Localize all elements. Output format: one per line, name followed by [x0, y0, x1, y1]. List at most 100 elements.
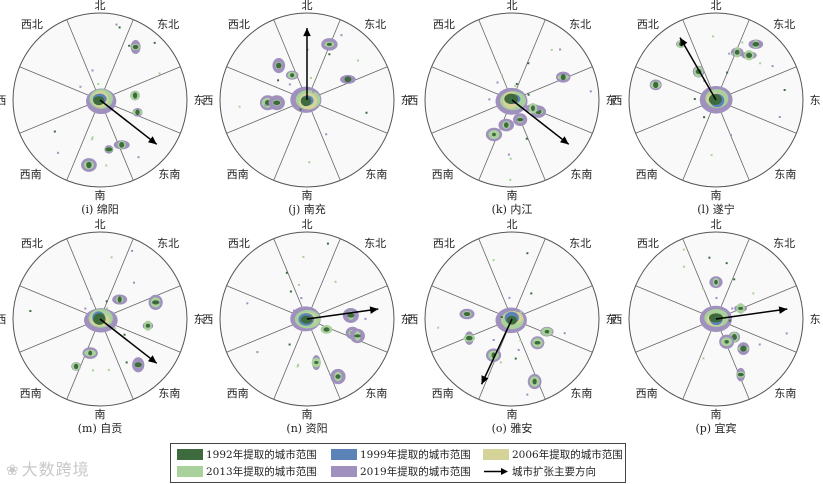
- direction-label-se: 东南: [365, 387, 388, 401]
- direction-label-s: 南: [301, 407, 313, 421]
- urban-speck: [507, 153, 510, 156]
- sector-line: [306, 318, 341, 400]
- panel-caption: (l) 遂宁: [697, 203, 735, 216]
- sector-line: [715, 238, 750, 320]
- urban-patch: [724, 339, 729, 344]
- urban-speck: [530, 292, 533, 295]
- urban-speck: [729, 134, 732, 137]
- direction-label-s: 南: [710, 188, 722, 202]
- urban-speck: [297, 363, 300, 366]
- expansion-arrow-head: [680, 37, 688, 47]
- sector-line: [682, 318, 717, 400]
- urban-speck: [158, 72, 161, 75]
- direction-label-sw: 西南: [431, 387, 454, 401]
- urban-patch: [734, 49, 740, 55]
- direction-label-nw: 西北: [432, 18, 455, 32]
- sector-line: [273, 19, 308, 101]
- expansion-arrow-head: [481, 375, 489, 385]
- urban-speck: [105, 164, 108, 167]
- sector-line: [715, 19, 750, 101]
- urban-patch: [314, 361, 319, 365]
- direction-label-ne: 东北: [364, 18, 387, 32]
- urban-patch: [145, 323, 151, 328]
- sector-line: [273, 318, 308, 400]
- panel-caption: (n) 资阳: [286, 422, 328, 435]
- sector-line: [511, 19, 546, 101]
- sector-line: [715, 318, 750, 400]
- expansion-arrow: [480, 318, 513, 385]
- legend-item-1992: 1992年提取的城市范围: [177, 446, 317, 462]
- urban-speck: [693, 98, 696, 101]
- radar-panel-1: [12, 12, 188, 188]
- urban-speck: [53, 130, 56, 133]
- direction-label-n: 北: [710, 0, 722, 13]
- panel-caption: (p) 宜宾: [695, 422, 737, 435]
- urban-extent-core: [93, 313, 106, 325]
- urban-speck: [508, 296, 511, 299]
- radar-panel-2: [219, 12, 395, 188]
- sector-line: [511, 285, 593, 320]
- direction-label-s: 南: [506, 407, 518, 421]
- sector-line: [273, 238, 308, 320]
- urban-speck: [708, 256, 711, 259]
- watermark-logo-icon: ❀: [6, 461, 20, 479]
- urban-speck: [514, 357, 517, 360]
- direction-label-s: 南: [94, 407, 106, 421]
- urban-speck: [110, 256, 113, 259]
- urban-speck: [123, 333, 126, 336]
- urban-speck: [91, 369, 94, 372]
- urban-speck: [715, 296, 718, 299]
- direction-label-se: 东南: [365, 168, 388, 182]
- urban-patch: [105, 147, 113, 152]
- legend-item-1999: 1999年提取的城市范围: [331, 446, 471, 462]
- expansion-arrow-head: [147, 355, 157, 364]
- sector-line: [511, 238, 546, 320]
- urban-patch: [335, 374, 341, 379]
- sector-line: [99, 318, 134, 400]
- sector-line: [66, 318, 101, 400]
- sector-line: [306, 99, 341, 181]
- urban-speck: [356, 59, 359, 62]
- direction-label-e: 东: [605, 94, 617, 107]
- urban-speck: [550, 48, 553, 51]
- direction-label-nw: 西北: [227, 18, 250, 32]
- urban-speck: [527, 62, 530, 65]
- urban-speck: [264, 104, 267, 107]
- urban-patch: [344, 76, 352, 83]
- urban-speck: [326, 242, 329, 245]
- legend-item-2006: 2006年提取的城市范围: [483, 446, 623, 462]
- direction-label-ne: 东北: [364, 237, 387, 251]
- watermark-text: 大数跨境: [21, 460, 90, 479]
- urban-patch: [290, 73, 295, 78]
- legend-swatch-2019: [331, 465, 357, 477]
- radar-panel-7: [424, 231, 600, 407]
- urban-speck: [105, 300, 108, 303]
- urban-speck: [728, 52, 731, 55]
- direction-label-w: 西: [611, 94, 623, 107]
- urban-speck: [519, 311, 522, 314]
- urban-speck: [778, 115, 781, 118]
- urban-speck: [437, 326, 440, 329]
- urban-speck: [114, 327, 117, 330]
- direction-label-s: 南: [94, 188, 106, 202]
- urban-extent-core: [93, 96, 105, 106]
- urban-speck: [158, 301, 161, 304]
- sector-line: [682, 19, 717, 101]
- direction-label-ne: 东北: [569, 18, 592, 32]
- urban-speck: [499, 361, 502, 364]
- urban-patch: [132, 92, 138, 99]
- direction-label-w: 西: [202, 313, 214, 326]
- urban-speck: [364, 317, 367, 320]
- direction-label-ne: 东北: [157, 18, 180, 32]
- urban-speck: [515, 82, 518, 85]
- urban-speck: [563, 332, 566, 335]
- urban-patch: [517, 117, 524, 122]
- sector-line: [99, 238, 134, 320]
- urban-speck: [509, 178, 512, 181]
- urban-speck: [500, 315, 503, 318]
- legend-label-1992: 1992年提取的城市范围: [206, 448, 317, 461]
- direction-label-n: 北: [301, 218, 313, 232]
- urban-speck: [91, 136, 94, 139]
- legend-item-2019: 2019年提取的城市范围: [331, 463, 471, 479]
- urban-speck: [527, 93, 530, 96]
